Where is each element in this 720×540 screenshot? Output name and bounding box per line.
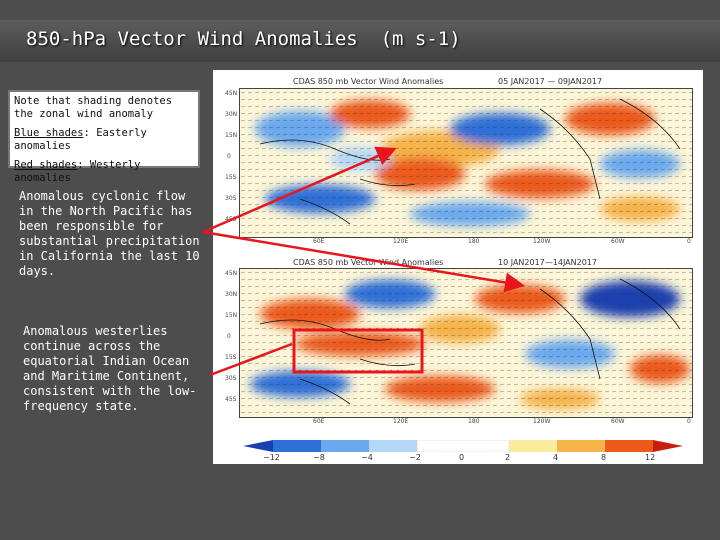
- lon-label: 180: [468, 238, 480, 245]
- lon-label: 0: [687, 238, 691, 245]
- colorbar-segment: [605, 440, 653, 452]
- lon-label: 120W: [533, 418, 551, 425]
- lon-label: 60E: [313, 238, 325, 245]
- colorbar-label: 4: [553, 453, 559, 462]
- slide-title: 850-hPa Vector Wind Anomalies (m s-1): [26, 28, 461, 50]
- colorbar-label: 8: [601, 453, 607, 462]
- note-line: Note that shading denotes the zonal wind…: [14, 95, 173, 120]
- arrow-to-top-map: [202, 146, 397, 234]
- lat-label: 45S: [225, 396, 237, 403]
- westerlies-caption: Anomalous westerlies continue across the…: [23, 324, 197, 413]
- lon-label: 60W: [611, 238, 625, 245]
- blue-shades-label: Blue shades: [14, 127, 84, 139]
- lat-label: 0: [227, 153, 231, 160]
- lat-label: 30N: [225, 291, 238, 298]
- colorbar-segment: [369, 440, 417, 452]
- colorbar-segment: [557, 440, 605, 452]
- colorbar-label: −4: [361, 453, 373, 462]
- shading-note-box: Note that shading denotes the zonal wind…: [8, 90, 200, 184]
- lat-label: 30S: [225, 195, 237, 202]
- colorbar-segment: [653, 440, 683, 452]
- lat-label: 45N: [225, 90, 238, 97]
- bottom-wind-map: [239, 268, 693, 418]
- lat-label: 45N: [225, 270, 238, 277]
- lat-label: 15S: [225, 354, 237, 361]
- arrow-to-bottom-map: [202, 230, 525, 293]
- wind-anomaly-figure: CDAS 850 mb Vector Wind Anomalies 05 JAN…: [213, 70, 703, 464]
- top-map-title: CDAS 850 mb Vector Wind Anomalies: [293, 77, 444, 86]
- blue-shades-text: : Easterly anomalies: [14, 127, 147, 152]
- red-shades-text: : Westerly anomalies: [14, 159, 141, 184]
- colorbar-segment: [243, 440, 273, 452]
- colorbar-label: 0: [459, 453, 465, 462]
- colorbar-segment: [509, 440, 557, 452]
- lat-label: 0: [227, 333, 231, 340]
- lat-label: 30S: [225, 375, 237, 382]
- title-bar: [0, 20, 720, 62]
- blue-shades-note: Blue shades: Easterly anomalies: [14, 127, 194, 153]
- lon-label: 60W: [611, 418, 625, 425]
- top-map-shading: [240, 89, 692, 237]
- lon-label: 120E: [393, 418, 409, 425]
- red-shades-label: Red shades: [14, 159, 78, 171]
- colorbar-label: −12: [263, 453, 280, 462]
- bottom-map-shading: [240, 269, 692, 417]
- cyclonic-flow-caption: Anomalous cyclonic flow in the North Pac…: [19, 189, 207, 278]
- lon-label: 120E: [393, 238, 409, 245]
- bottom-map-title: CDAS 850 mb Vector Wind Anomalies: [293, 258, 444, 267]
- arrow-to-highlight-box: [209, 342, 293, 377]
- lon-label: 120W: [533, 238, 551, 245]
- colorbar-label: −2: [409, 453, 421, 462]
- lat-label: 30N: [225, 111, 238, 118]
- colorbar-label: 2: [505, 453, 511, 462]
- colorbar-label: 12: [645, 453, 656, 462]
- lon-label: 60E: [313, 418, 325, 425]
- highlight-box: [292, 328, 424, 374]
- lat-label: 15S: [225, 174, 237, 181]
- colorbar-segment: [321, 440, 369, 452]
- lat-label: 15N: [225, 132, 238, 139]
- bottom-map-dates: 10 JAN2017—14JAN2017: [498, 258, 597, 267]
- lon-label: 180: [468, 418, 480, 425]
- top-wind-map: [239, 88, 693, 238]
- colorbar-label: −8: [313, 453, 325, 462]
- colorbar-segment: [273, 440, 321, 452]
- lat-label: 15N: [225, 312, 238, 319]
- red-shades-note: Red shades: Westerly anomalies: [14, 159, 194, 185]
- lon-label: 0: [687, 418, 691, 425]
- colorbar: [243, 440, 683, 452]
- top-map-dates: 05 JAN2017 — 09JAN2017: [498, 77, 603, 86]
